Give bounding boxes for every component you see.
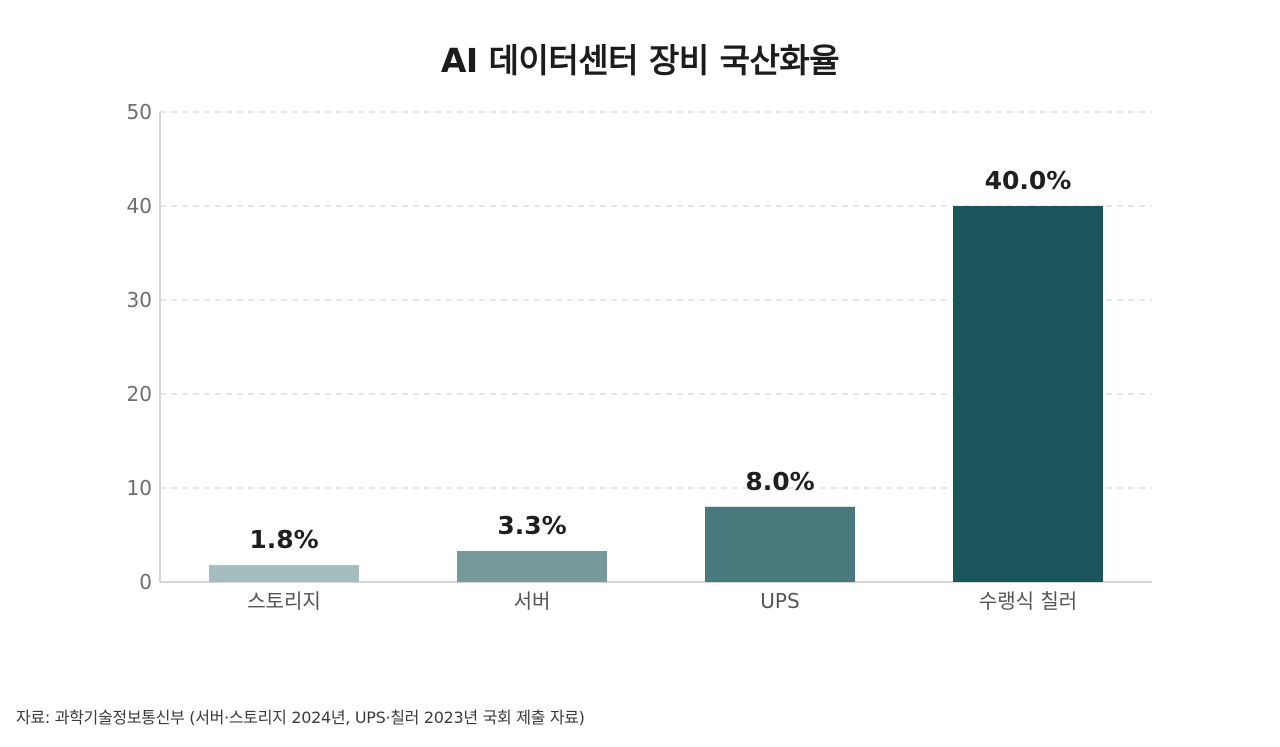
x-category-label: UPS [760,589,799,613]
y-tick-label: 10 [127,476,152,500]
y-tick-label: 20 [127,382,152,406]
y-tick-label: 40 [127,194,152,218]
bar-value-label: 1.8% [249,525,318,554]
y-tick-label: 50 [127,100,152,124]
x-category-label: 서버 [514,589,551,613]
bar-2 [457,550,607,582]
x-category-label: 스토리지 [247,589,321,613]
bar-3 [705,506,855,582]
bar-value-label: 3.3% [497,511,566,540]
bar-value-label: 8.0% [745,467,814,496]
bar-value-label: 40.0% [985,166,1072,195]
chart-title: AI 데이터센터 장비 국산화율 [440,41,840,80]
bar-chart: 0 10 20 30 40 50 1.8% 스토리지 3.3% 서버 8.0% UPS 40.0% 수랭식… [127,100,1152,613]
y-tick-label: 0 [139,570,152,594]
bar-4 [953,206,1103,582]
source-note: 자료: 과학기술정보통신부 (서버·스토리지 2024년, UPS·칠러 202… [16,708,585,727]
y-tick-label: 30 [127,288,152,312]
x-category-label: 수랭식 칠러 [979,589,1077,613]
bar-1 [209,565,359,582]
